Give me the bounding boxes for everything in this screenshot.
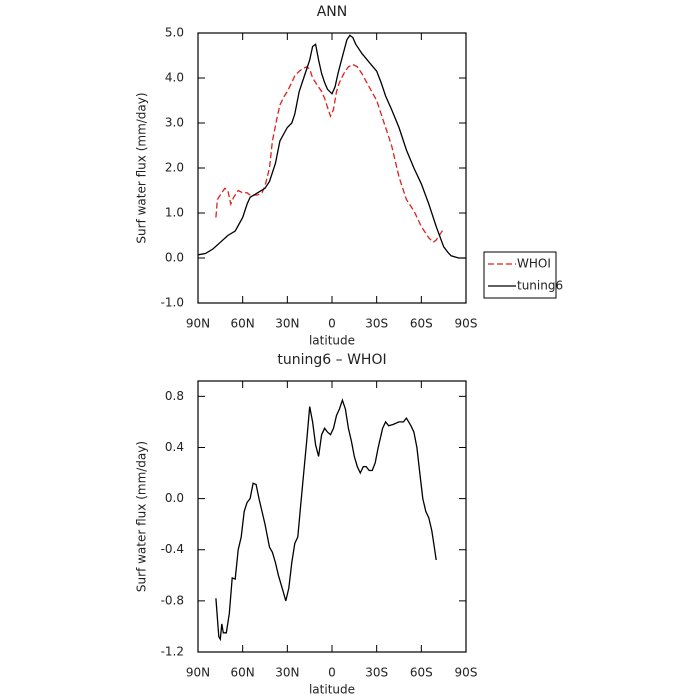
x-tick-label: 60S xyxy=(410,666,433,680)
x-tick-label: 30S xyxy=(365,317,388,331)
y-tick-label: 0.0 xyxy=(165,491,184,505)
x-tick-label: 0 xyxy=(328,317,336,331)
y-tick-label: -0.8 xyxy=(161,593,184,607)
y-tick-label: 5.0 xyxy=(165,26,184,40)
data-line xyxy=(215,398,437,642)
x-axis-label: latitude xyxy=(309,683,355,697)
x-tick-label: 30N xyxy=(275,666,299,680)
x-tick-label: 60S xyxy=(410,317,433,331)
data-line xyxy=(197,34,466,259)
y-tick-label: 4.0 xyxy=(165,71,184,85)
y-tick-label: -1.0 xyxy=(161,296,184,310)
y-tick-label: -0.4 xyxy=(161,542,184,556)
y-tick-label: 2.0 xyxy=(165,161,184,175)
plot-frame xyxy=(197,32,467,304)
y-tick-label: 0.0 xyxy=(165,251,184,265)
x-tick-label: 0 xyxy=(328,666,336,680)
x-tick-label: 30N xyxy=(275,317,299,331)
plot-frame xyxy=(197,380,467,653)
x-tick-label: 30S xyxy=(365,666,388,680)
y-tick-label: -1.2 xyxy=(161,645,184,659)
x-tick-label: 90N xyxy=(186,317,210,331)
chart-title: tuning6 – WHOI xyxy=(277,352,386,368)
legend-label: tuning6 xyxy=(517,279,563,293)
legend-label: WHOI xyxy=(517,257,551,271)
y-axis-label: Surf water flux (mm/day) xyxy=(135,441,149,592)
x-tick-label: 60N xyxy=(231,317,255,331)
y-tick-label: 1.0 xyxy=(165,206,184,220)
x-tick-label: 90S xyxy=(455,666,478,680)
y-tick-label: 0.8 xyxy=(165,389,184,403)
legend-box xyxy=(483,251,557,299)
chart-title: ANN xyxy=(317,4,348,20)
y-tick-label: 0.4 xyxy=(165,440,184,454)
data-line xyxy=(215,63,445,244)
x-tick-label: 90N xyxy=(186,666,210,680)
y-axis-label: Surf water flux (mm/day) xyxy=(135,92,149,243)
x-tick-label: 90S xyxy=(455,317,478,331)
x-axis-label: latitude xyxy=(309,334,355,348)
y-tick-label: 3.0 xyxy=(165,116,184,130)
x-tick-label: 60N xyxy=(231,666,255,680)
